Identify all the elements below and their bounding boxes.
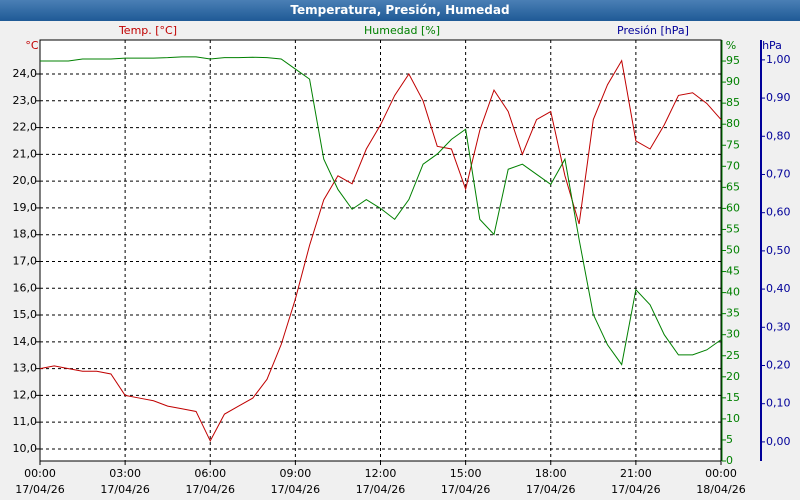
y3-tick-label: 0,50: [766, 244, 791, 257]
y-tick-label: 21,0: [13, 147, 38, 160]
y-tick-label: 11,0: [13, 415, 38, 428]
y2-tick-label: 45: [726, 265, 740, 278]
y2-unit: %: [726, 39, 736, 52]
x-tick-label: 06:00: [194, 467, 226, 480]
y2-tick-label: 30: [726, 328, 740, 341]
y2-axis-title: Humedad [%]: [364, 24, 440, 37]
y-tick-label: 10,0: [13, 442, 38, 455]
y3-tick-label: 0,60: [766, 206, 791, 219]
y-tick-label: 13,0: [13, 362, 38, 375]
y3-tick-label: 0,90: [766, 91, 791, 104]
x-tick-label: 00:00: [24, 467, 56, 480]
y2-tick-label: 70: [726, 159, 740, 172]
y3-tick-label: 0,30: [766, 320, 791, 333]
x-tick-date: 18/04/26: [696, 483, 745, 496]
series-line: [39, 59, 722, 443]
y2-tick-label: 25: [726, 349, 740, 362]
y3-tick-label: 0,20: [766, 358, 791, 371]
y-tick-label: 24,0: [13, 67, 38, 80]
x-tick-date: 17/04/26: [441, 483, 490, 496]
y2-tick-label: 60: [726, 201, 740, 214]
y3-tick-label: 0,40: [766, 282, 791, 295]
y-tick-label: 23,0: [13, 94, 38, 107]
series-line: [40, 56, 722, 366]
y3-tick-label: 1,00: [766, 53, 791, 66]
y-tick-label: 18,0: [13, 228, 38, 241]
y2-tick-label: 5: [726, 433, 733, 446]
y-unit: °C: [25, 39, 39, 52]
y2-tick-label: 85: [726, 96, 740, 109]
y2-tick-label: 65: [726, 180, 740, 193]
x-tick-date: 17/04/26: [611, 483, 660, 496]
x-tick-date: 17/04/26: [100, 483, 149, 496]
x-tick-date: 17/04/26: [271, 483, 320, 496]
y2-tick-label: 80: [726, 117, 740, 130]
y-axis-title: Temp. [°C]: [118, 24, 177, 37]
y2-tick-label: 75: [726, 138, 740, 151]
y2-tick-label: 20: [726, 370, 740, 383]
x-tick-date: 17/04/26: [15, 483, 64, 496]
y-tick-label: 19,0: [13, 201, 38, 214]
y2-tick-label: 95: [726, 54, 740, 67]
x-tick-label: 18:00: [535, 467, 567, 480]
x-tick-label: 21:00: [620, 467, 652, 480]
y-tick-label: 22,0: [13, 121, 38, 134]
y-tick-label: 17,0: [13, 254, 38, 267]
x-tick-label: 12:00: [365, 467, 397, 480]
y-tick-label: 12,0: [13, 388, 38, 401]
x-tick-label: 00:00: [705, 467, 737, 480]
x-tick-label: 03:00: [109, 467, 141, 480]
y2-tick-label: 15: [726, 391, 740, 404]
x-tick-date: 17/04/26: [186, 483, 235, 496]
y3-tick-label: 0,70: [766, 167, 791, 180]
y2-tick-label: 55: [726, 222, 740, 235]
y3-tick-label: 0,00: [766, 435, 791, 448]
y3-tick-label: 0,80: [766, 129, 791, 142]
x-tick-date: 17/04/26: [356, 483, 405, 496]
title-bar: Temperatura, Presión, Humedad: [0, 0, 800, 21]
y-tick-label: 15,0: [13, 308, 38, 321]
y3-unit: hPa: [762, 39, 782, 52]
y2-tick-label: 50: [726, 244, 740, 257]
y-tick-label: 14,0: [13, 335, 38, 348]
x-tick-label: 09:00: [280, 467, 312, 480]
y2-tick-label: 10: [726, 412, 740, 425]
y2-tick-label: 90: [726, 75, 740, 88]
y-tick-label: 20,0: [13, 174, 38, 187]
x-tick-date: 17/04/26: [526, 483, 575, 496]
y3-axis-title: Presión [hPa]: [617, 24, 689, 37]
y3-tick-label: 0,10: [766, 397, 791, 410]
y2-tick-label: 40: [726, 286, 740, 299]
x-tick-label: 15:00: [450, 467, 482, 480]
y-tick-label: 16,0: [13, 281, 38, 294]
y2-tick-label: 0: [726, 454, 733, 467]
y2-tick-label: 35: [726, 307, 740, 320]
